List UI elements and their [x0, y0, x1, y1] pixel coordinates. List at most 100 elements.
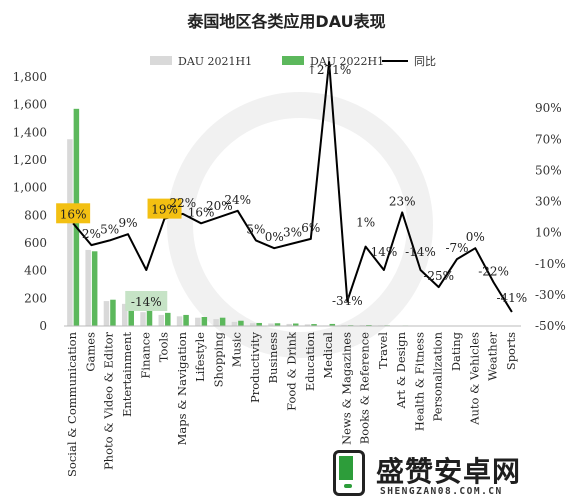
legend-label-2: 同比: [414, 55, 436, 68]
yoy-data-label: 16%: [188, 205, 215, 219]
category-tick-label: Medical: [321, 332, 335, 379]
label-highlight-box: [147, 198, 182, 219]
category-tick-label: Art & Design: [394, 331, 408, 409]
bar-2021h1: [304, 324, 311, 326]
bar-2021h1: [213, 319, 219, 326]
yoy-data-label: -14%: [131, 295, 162, 309]
right-axis-tick: 30%: [535, 195, 562, 209]
bar-2022h1: [183, 314, 189, 326]
left-axis-tick: 400: [24, 264, 47, 278]
category-tick-label: Entertainment: [120, 332, 134, 417]
bar-2021h1: [268, 323, 274, 326]
right-axis-tick: 70%: [535, 132, 562, 146]
yoy-line: [72, 61, 513, 313]
category-tick-label: Health & Fitness: [412, 332, 426, 431]
category-tick-label: Travel: [376, 332, 390, 369]
bar-2022h1: [110, 299, 116, 326]
bar-2022h1: [256, 322, 262, 326]
label-highlight-box: [56, 203, 91, 224]
watermark-logo: 盛赞安卓网 SHENGZAN08.COM.CN: [330, 448, 573, 500]
yoy-data-label: 22%: [169, 196, 196, 210]
category-tick-label: Photo & Video & Editor: [102, 332, 116, 471]
yoy-data-label: 0%: [466, 230, 485, 244]
legend-swatch-0: [150, 56, 172, 65]
yoy-data-label: 2%: [82, 227, 101, 241]
right-axis-tick: -30%: [535, 288, 566, 302]
category-tick-label: Shopping: [211, 331, 225, 387]
left-axis-tick: 200: [24, 291, 47, 305]
category-tick-label: Dating: [449, 331, 463, 371]
category-tick-label: Music: [230, 332, 244, 367]
chart-title: 泰国地区各类应用DAU表现: [187, 12, 386, 31]
category-tick-label: Social & Communication: [65, 331, 79, 477]
yoy-data-label: ↑271%: [307, 63, 351, 77]
left-axis-tick: 800: [24, 208, 47, 222]
bar-2022h1: [128, 302, 134, 326]
bar-2021h1: [195, 317, 201, 326]
bar-2021h1: [158, 314, 165, 326]
yoy-data-label: 0%: [265, 230, 284, 244]
bar-2021h1: [341, 324, 347, 326]
bar-2022h1: [165, 312, 171, 326]
right-axis-tick: -50%: [535, 319, 566, 333]
category-tick-label: News & Magazines: [339, 332, 353, 445]
category-tick-label: Personalization: [431, 331, 445, 421]
label-highlight-box: [125, 290, 168, 311]
category-tick-label: Auto & Vehicles: [467, 332, 481, 426]
yoy-data-label: 9%: [118, 216, 137, 230]
bar-2021h1: [249, 323, 256, 326]
left-axis-tick: 1,600: [13, 98, 47, 112]
background-watermark-ring: [167, 92, 433, 358]
bar-2021h1: [67, 139, 73, 326]
category-tick-label: Finance: [138, 332, 152, 379]
yoy-data-label: -14%: [405, 245, 436, 259]
category-tick-label: Productivity: [248, 332, 262, 403]
yoy-data-label: 14%: [371, 245, 398, 259]
right-axis-tick: 90%: [535, 101, 562, 115]
yoy-data-label: 23%: [389, 194, 416, 208]
yoy-data-label: 24%: [224, 193, 251, 207]
left-axis-tick: 1,800: [13, 70, 47, 84]
yoy-data-label: 20%: [206, 199, 233, 213]
left-axis-tick: 1,400: [13, 125, 47, 139]
yoy-data-label: 6%: [301, 221, 320, 235]
legend-label-0: DAU 2021H1: [178, 55, 252, 68]
category-tick-label: Weather: [486, 331, 500, 380]
yoy-data-label: -7%: [445, 241, 468, 255]
watermark-text: 盛赞安卓网: [376, 455, 522, 488]
yoy-data-label: 5%: [100, 222, 119, 236]
legend-swatch-1: [282, 56, 304, 65]
yoy-data-label: 16%: [60, 207, 87, 221]
bar-2021h1: [286, 323, 292, 326]
category-tick-label: Business: [266, 332, 280, 384]
left-axis-tick: 1,000: [13, 181, 47, 195]
yoy-data-label: 3%: [283, 226, 302, 240]
bar-2021h1: [121, 303, 128, 326]
watermark-url: SHENGZAN08.COM.CN: [380, 486, 503, 497]
yoy-data-label: 5%: [246, 222, 265, 236]
left-axis-tick: 1,200: [13, 153, 47, 167]
bar-2022h1: [146, 310, 153, 326]
category-tick-label: Books & Reference: [358, 332, 372, 444]
bar-2021h1: [176, 316, 183, 326]
left-axis-tick: 600: [24, 236, 47, 250]
phone-icon: [333, 450, 365, 496]
category-tick-label: Maps & Navigation: [175, 331, 189, 445]
bar-2022h1: [238, 320, 244, 326]
category-tick-label: Food & Drink: [285, 331, 299, 411]
bar-2021h1: [140, 312, 146, 326]
yoy-data-label: -34%: [332, 294, 363, 308]
category-tick-label: Games: [83, 332, 97, 372]
bar-2022h1: [311, 324, 317, 326]
category-tick-label: Education: [303, 331, 317, 391]
bar-2021h1: [85, 249, 91, 326]
bar-2022h1: [329, 323, 336, 326]
bar-2022h1: [201, 317, 208, 326]
right-axis-tick: 10%: [535, 226, 562, 240]
right-axis-tick: -10%: [535, 257, 566, 271]
right-axis-tick: 50%: [535, 163, 562, 177]
category-tick-label: Sports: [504, 332, 518, 370]
yoy-data-label: -22%: [478, 264, 509, 278]
